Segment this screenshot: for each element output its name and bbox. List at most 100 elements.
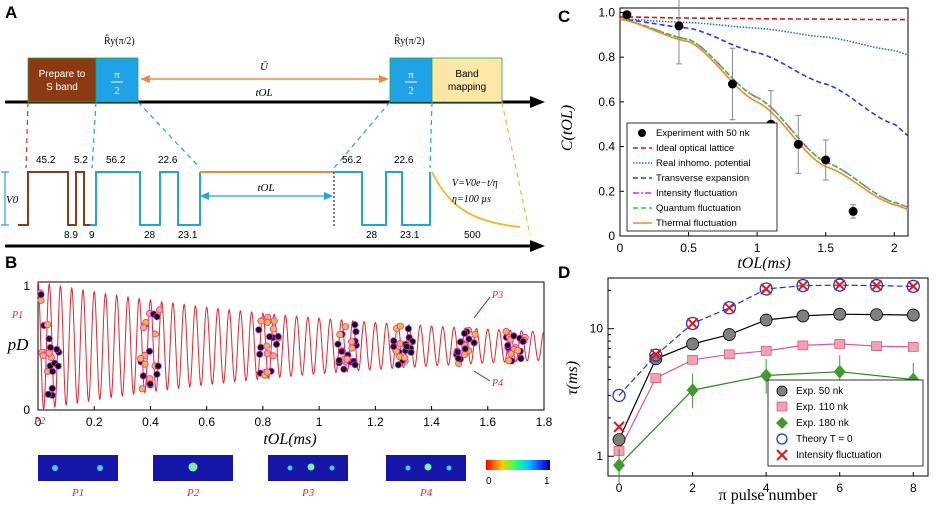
plot-b-frame bbox=[37, 281, 545, 411]
image-label-p1: P1 bbox=[71, 487, 84, 499]
b-data-point bbox=[461, 345, 469, 353]
c-legend-quantum: Quantum fluctuation bbox=[656, 203, 741, 214]
prepare-label-2: S band bbox=[46, 82, 78, 93]
panel-c-letter: C bbox=[558, 7, 570, 26]
b-data-point bbox=[263, 368, 271, 376]
d-point-50nk bbox=[759, 313, 773, 327]
image-p4-peak-1 bbox=[405, 465, 411, 471]
c-curve-2 bbox=[619, 18, 909, 137]
d-point-theory bbox=[685, 316, 700, 331]
c-legend-box bbox=[626, 122, 778, 232]
prepare-label: Prepare to bbox=[39, 69, 86, 80]
colorbar-min: 0 bbox=[486, 476, 492, 487]
u-label: Ū bbox=[260, 61, 269, 73]
c-experiment-point bbox=[727, 79, 737, 89]
u-arrow-left-head bbox=[140, 75, 150, 83]
d-point-intensity bbox=[797, 279, 809, 292]
b-data-point bbox=[44, 390, 52, 398]
d-point-50nk bbox=[649, 352, 663, 366]
b-xlabel: tOL(ms) bbox=[263, 431, 316, 448]
d-point-180nk bbox=[760, 368, 773, 383]
c-curve-5 bbox=[619, 18, 909, 210]
d-cross-b bbox=[797, 279, 809, 292]
b-data-point bbox=[394, 361, 402, 369]
d-point-110nk bbox=[871, 341, 882, 351]
d-xtick-label: 6 bbox=[836, 481, 843, 495]
b-data-point bbox=[470, 339, 478, 347]
b-data-point bbox=[347, 338, 356, 346]
band-mapping-block bbox=[431, 57, 503, 103]
d-point-theory bbox=[833, 278, 847, 292]
b-data-point bbox=[146, 380, 154, 388]
d-point-intensity bbox=[686, 317, 699, 330]
b-data-point bbox=[401, 354, 409, 362]
b-data-point bbox=[137, 354, 145, 363]
d-cross-b bbox=[613, 421, 625, 433]
colorbar bbox=[486, 460, 550, 470]
two-label-2: 2 bbox=[408, 85, 414, 97]
plot-c-frame bbox=[619, 7, 909, 237]
b-data-point bbox=[46, 343, 55, 352]
timing-56-2-b: 56.2 bbox=[342, 155, 362, 166]
p4-label: P4 bbox=[491, 378, 503, 389]
d-legend-marker-intensity bbox=[776, 449, 788, 461]
band-label-2: mapping bbox=[448, 82, 486, 93]
pi-half-block-1 bbox=[95, 57, 139, 103]
b-data-point bbox=[54, 362, 62, 370]
image-p1-peak-1 bbox=[52, 465, 58, 471]
prepare-block bbox=[27, 57, 97, 103]
b-data-point bbox=[154, 362, 162, 370]
b-data-point bbox=[263, 318, 271, 326]
b-data-point bbox=[43, 320, 52, 329]
t-ol-label-top: tOL bbox=[255, 87, 272, 99]
d-legend-110nk: Exp. 110 nk bbox=[796, 402, 849, 413]
b-data-point bbox=[510, 332, 518, 340]
b-data-point bbox=[456, 338, 465, 346]
d-xtick-label: 8 bbox=[910, 481, 917, 495]
timing-5-2: 5.2 bbox=[74, 155, 88, 166]
b-x-ticks: 0 0.2 0.4 0.6 0.8 1 1.2 1.4 1.6 1.8 bbox=[35, 406, 553, 429]
panel-b: B 0 0.2 0.4 0.6 0.8 1 1.2 1.4 1.6 1.8 1 0 pD tOL(… bbox=[5, 253, 553, 499]
timing-8-9: 8.9 bbox=[64, 230, 78, 241]
d-xtick-label: 4 bbox=[763, 481, 770, 495]
b-data-point bbox=[407, 348, 415, 356]
b-data-point bbox=[263, 349, 271, 358]
d-point-intensity bbox=[907, 280, 919, 293]
b-data-point bbox=[335, 356, 343, 364]
d-legend-entries: Exp. 50 nk Exp. 110 nk Exp. 180 nk Theor… bbox=[776, 385, 882, 461]
d-point-110nk bbox=[650, 373, 662, 383]
d-point-intensity bbox=[834, 279, 846, 291]
b-data-point bbox=[138, 385, 146, 393]
d-point-50nk bbox=[686, 337, 699, 351]
panel-a: A Prepare to S band π 2 π 2 Band mapping… bbox=[1, 3, 545, 252]
p4-pointer bbox=[473, 370, 491, 382]
d-xtick-label: 2 bbox=[689, 481, 696, 495]
d-point-intensity bbox=[650, 348, 662, 361]
p1-label: P1 bbox=[11, 310, 23, 321]
b-data-point bbox=[48, 384, 56, 392]
c-ytick-label: 1.0 bbox=[598, 5, 615, 19]
c-ylabel: C(tOL) bbox=[559, 105, 576, 151]
t-ol-arrow-left bbox=[200, 192, 209, 200]
image-p1 bbox=[38, 455, 118, 481]
b-data-point bbox=[256, 350, 264, 358]
lattice-pulse-trace-1 bbox=[90, 171, 201, 226]
d-legend-marker-theory bbox=[776, 433, 788, 445]
c-ytick-label: 0.6 bbox=[598, 95, 615, 109]
timing-28-a: 28 bbox=[144, 230, 156, 241]
b-data-point bbox=[156, 306, 164, 314]
d-cross-b bbox=[834, 279, 846, 291]
d-ticks: 0 2 4 6 8 1 10 bbox=[590, 289, 917, 495]
p3-label: P3 bbox=[491, 290, 503, 301]
b-data-point bbox=[265, 333, 274, 341]
timing-23-1-a: 23.1 bbox=[178, 230, 198, 241]
d-point-110nk bbox=[724, 349, 735, 360]
d-ylabel: τ(ms) bbox=[564, 361, 581, 395]
b-data-point bbox=[504, 341, 512, 349]
b-data-point bbox=[269, 325, 277, 333]
b-data-point bbox=[153, 370, 161, 378]
d-cross-b bbox=[650, 348, 662, 361]
image-p3-peak-2 bbox=[307, 463, 315, 471]
b-data-point bbox=[151, 330, 159, 338]
eta-value: η=100 µs bbox=[452, 194, 491, 205]
